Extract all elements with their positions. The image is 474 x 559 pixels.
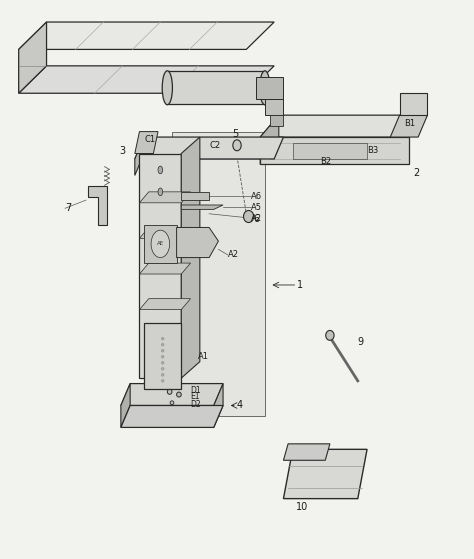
Text: 2: 2 bbox=[413, 168, 420, 178]
Ellipse shape bbox=[162, 71, 173, 105]
Polygon shape bbox=[18, 66, 274, 93]
Polygon shape bbox=[167, 72, 265, 104]
Polygon shape bbox=[181, 192, 209, 200]
Ellipse shape bbox=[161, 343, 164, 346]
Text: E1: E1 bbox=[191, 392, 200, 401]
Polygon shape bbox=[139, 154, 181, 378]
Text: C1: C1 bbox=[144, 135, 155, 144]
Ellipse shape bbox=[151, 230, 170, 258]
Polygon shape bbox=[135, 131, 158, 154]
Polygon shape bbox=[121, 383, 130, 428]
Text: 1: 1 bbox=[297, 280, 303, 290]
Polygon shape bbox=[18, 22, 274, 49]
Polygon shape bbox=[265, 99, 283, 115]
Polygon shape bbox=[260, 115, 428, 137]
Polygon shape bbox=[177, 228, 219, 258]
Polygon shape bbox=[181, 205, 223, 210]
Ellipse shape bbox=[161, 356, 164, 358]
Polygon shape bbox=[135, 137, 283, 159]
Text: B2: B2 bbox=[320, 157, 332, 166]
Text: D2: D2 bbox=[191, 400, 201, 409]
Polygon shape bbox=[390, 115, 428, 137]
Polygon shape bbox=[144, 323, 181, 389]
Ellipse shape bbox=[260, 71, 270, 105]
Text: A1: A1 bbox=[198, 352, 209, 361]
Ellipse shape bbox=[161, 349, 164, 352]
Ellipse shape bbox=[170, 401, 174, 405]
Polygon shape bbox=[293, 143, 367, 159]
Ellipse shape bbox=[167, 389, 172, 394]
Polygon shape bbox=[255, 77, 283, 99]
Polygon shape bbox=[283, 444, 330, 460]
Text: B3: B3 bbox=[367, 146, 378, 155]
Text: 7: 7 bbox=[65, 203, 72, 214]
Ellipse shape bbox=[161, 367, 164, 370]
Text: 10: 10 bbox=[296, 502, 308, 512]
Text: B1: B1 bbox=[404, 119, 415, 128]
Text: A5: A5 bbox=[251, 203, 262, 212]
Text: A2: A2 bbox=[251, 214, 262, 222]
Text: 3: 3 bbox=[119, 146, 126, 156]
Polygon shape bbox=[270, 115, 283, 126]
Ellipse shape bbox=[161, 362, 164, 364]
Polygon shape bbox=[88, 186, 107, 225]
Ellipse shape bbox=[158, 188, 163, 196]
Polygon shape bbox=[400, 93, 428, 115]
Ellipse shape bbox=[244, 211, 254, 222]
Ellipse shape bbox=[161, 380, 164, 382]
Polygon shape bbox=[139, 263, 191, 274]
Polygon shape bbox=[139, 192, 191, 203]
Ellipse shape bbox=[233, 140, 241, 151]
Text: 5: 5 bbox=[232, 129, 238, 139]
Polygon shape bbox=[139, 299, 191, 310]
Polygon shape bbox=[214, 383, 223, 428]
Text: D1: D1 bbox=[191, 386, 201, 395]
Ellipse shape bbox=[161, 373, 164, 376]
Ellipse shape bbox=[161, 337, 164, 340]
Polygon shape bbox=[260, 137, 409, 164]
Ellipse shape bbox=[177, 392, 181, 397]
Text: 9: 9 bbox=[358, 338, 364, 348]
Polygon shape bbox=[283, 449, 367, 499]
Text: C2: C2 bbox=[209, 141, 220, 150]
Polygon shape bbox=[172, 131, 265, 416]
Ellipse shape bbox=[326, 330, 334, 340]
Polygon shape bbox=[18, 22, 46, 93]
Text: A2: A2 bbox=[228, 250, 239, 259]
Polygon shape bbox=[121, 383, 223, 405]
Polygon shape bbox=[181, 137, 200, 378]
Text: 4: 4 bbox=[237, 400, 243, 410]
Polygon shape bbox=[139, 228, 191, 239]
Polygon shape bbox=[135, 137, 144, 176]
Text: AE: AE bbox=[157, 241, 164, 247]
Polygon shape bbox=[260, 115, 279, 164]
Text: A6: A6 bbox=[251, 192, 262, 201]
Polygon shape bbox=[144, 225, 177, 263]
Ellipse shape bbox=[158, 166, 163, 174]
Text: 6: 6 bbox=[253, 214, 259, 224]
Polygon shape bbox=[121, 405, 223, 428]
